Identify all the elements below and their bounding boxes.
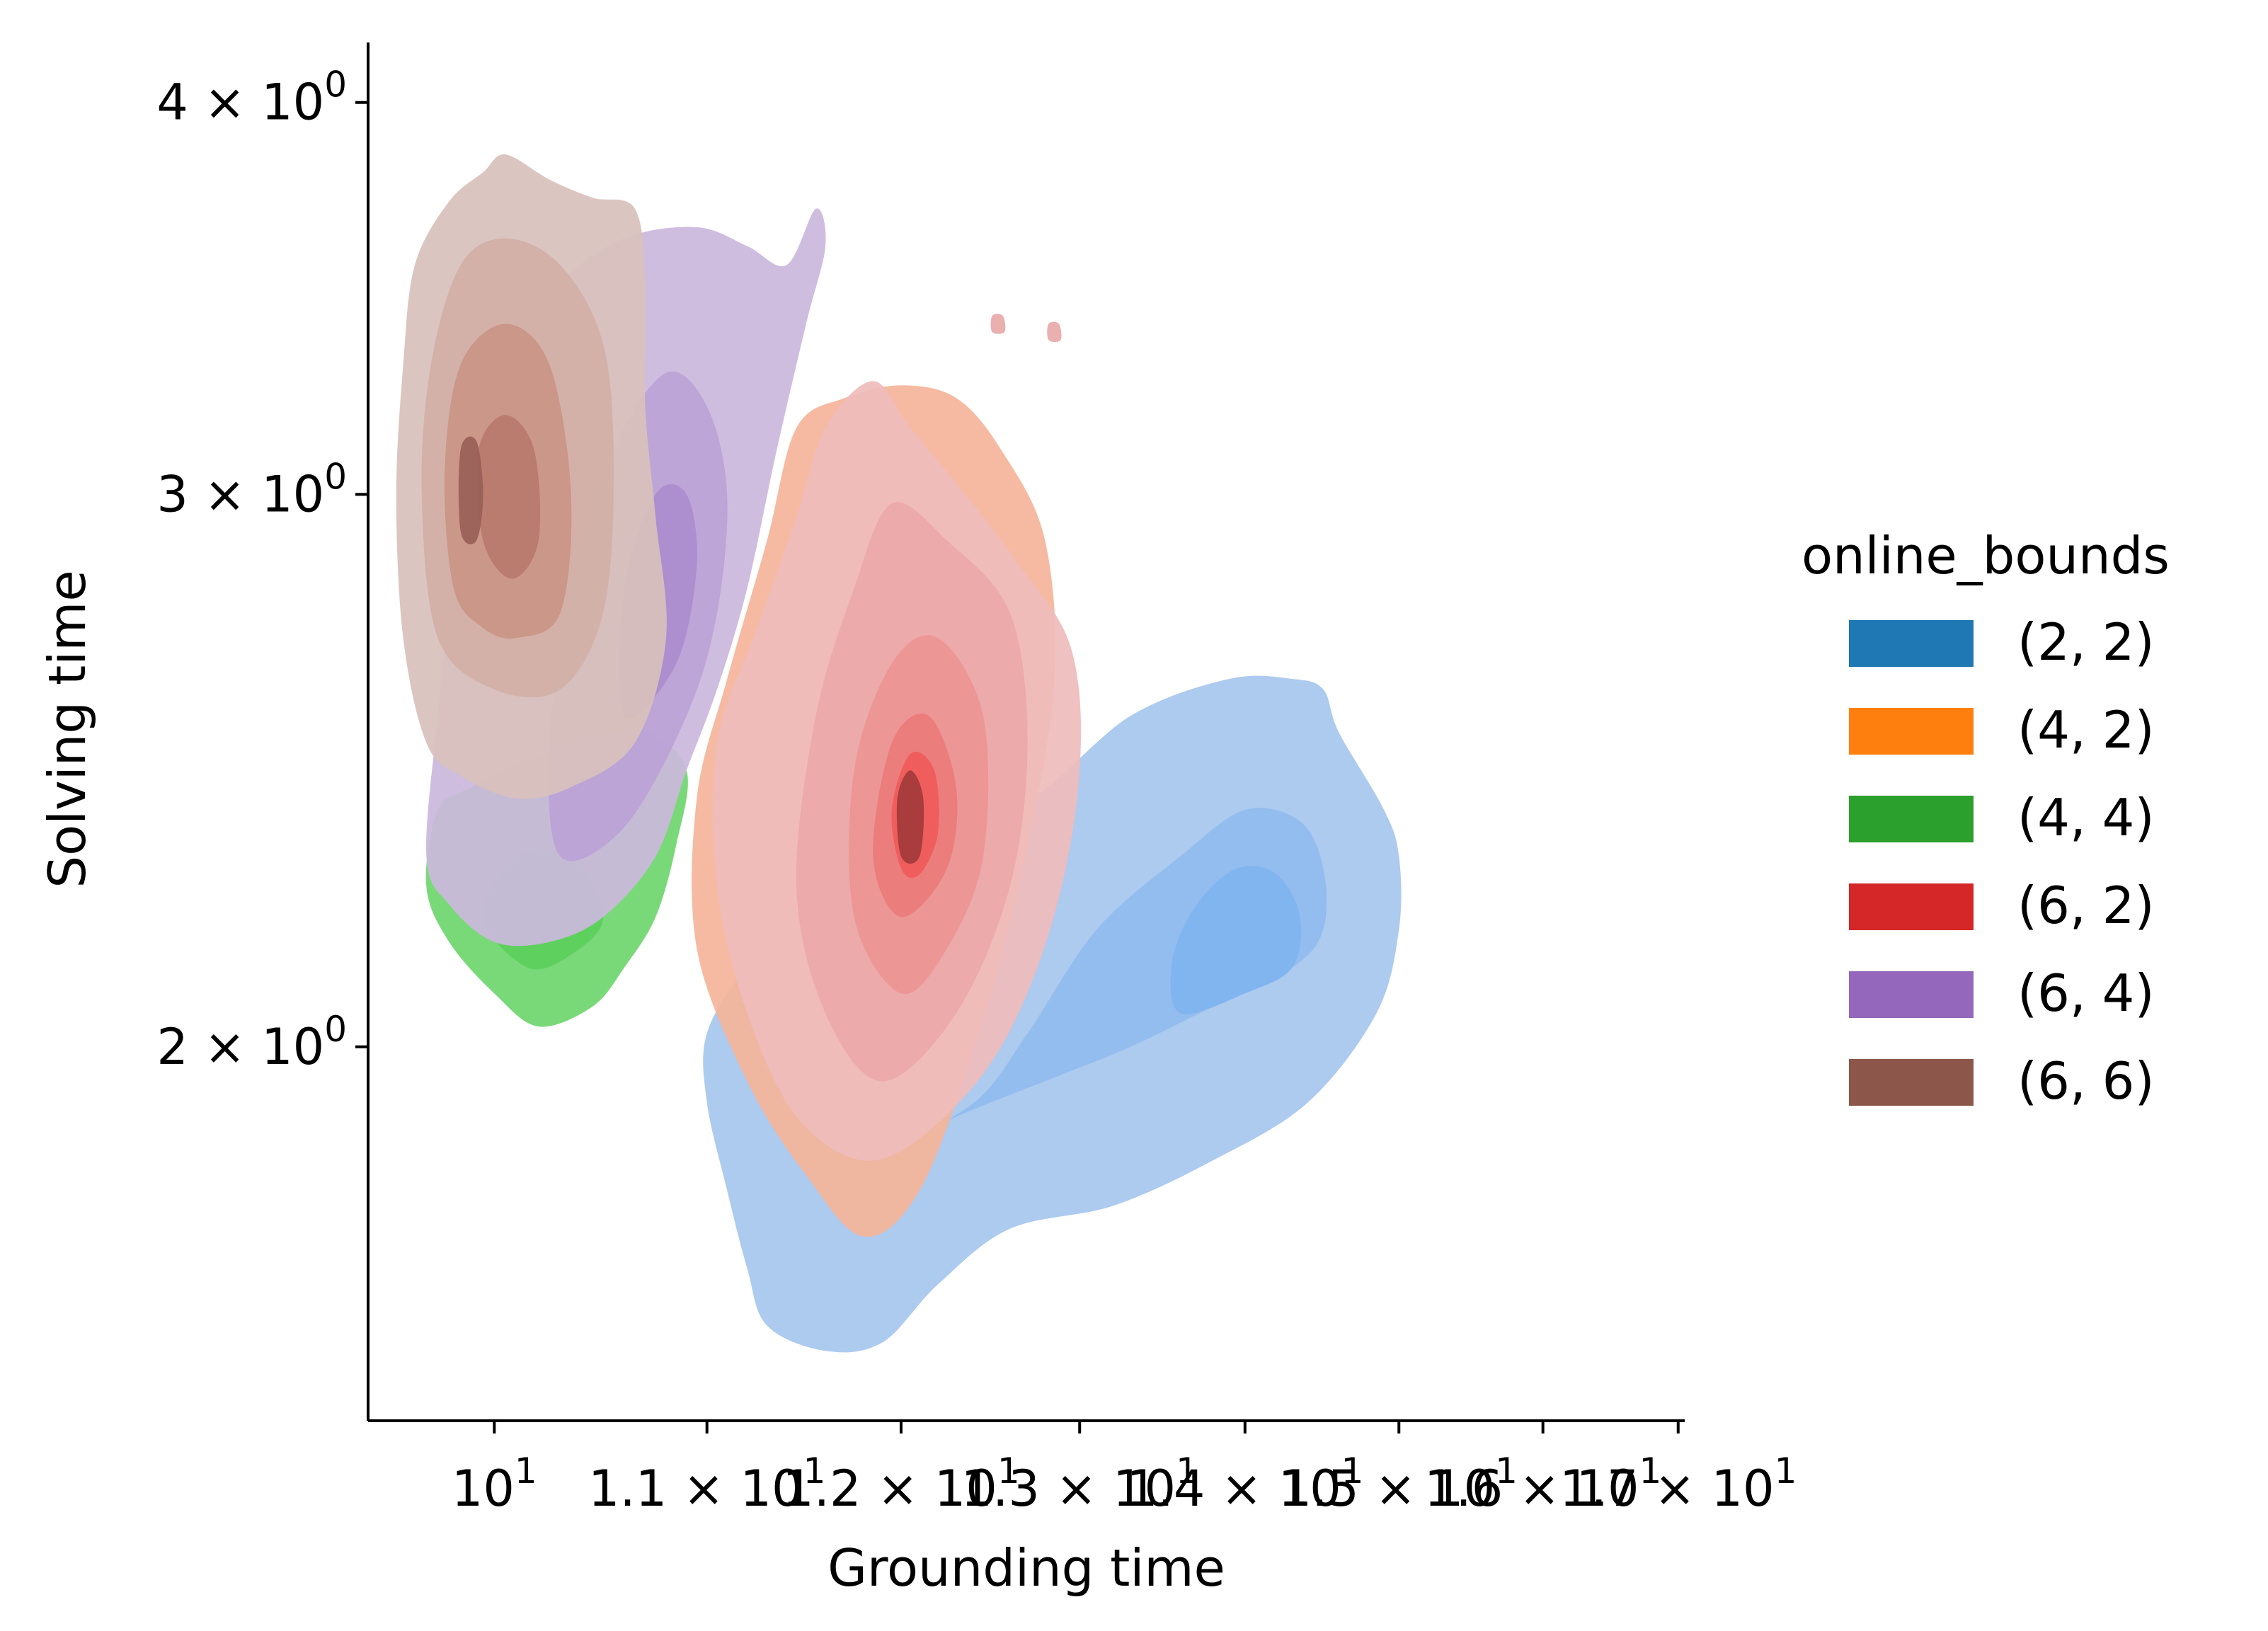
contour-band xyxy=(896,770,924,864)
x-tick-label: 1.6 × 101 xyxy=(1424,1450,1661,1518)
y-tick-group: 2 × 100 3 × 100 4 × 100 xyxy=(156,64,368,1076)
contour-band xyxy=(1170,866,1302,1014)
legend-label: (6, 6) xyxy=(2017,1051,2155,1111)
legend-swatch xyxy=(1849,708,1974,755)
legend-swatch xyxy=(1849,1059,1974,1106)
x-tick-label: 101 xyxy=(452,1450,537,1518)
legend-label: (4, 4) xyxy=(2017,788,2155,847)
y-tick-label: 3 × 100 xyxy=(156,456,347,523)
legend-label: (6, 4) xyxy=(2017,963,2155,1023)
y-axis-label: Solving time xyxy=(38,570,97,888)
contour-band xyxy=(458,436,483,544)
series-6-6 xyxy=(396,154,667,799)
x-tick-label: 1.5 × 101 xyxy=(1281,1450,1518,1518)
axes xyxy=(367,42,1685,1422)
contour-band xyxy=(1047,321,1062,343)
x-tick-label: 1.3 × 101 xyxy=(961,1450,1198,1518)
x-tick-label: 1.2 × 101 xyxy=(782,1450,1019,1518)
x-tick-label: 1.1 × 101 xyxy=(588,1450,825,1518)
legend-title: online_bounds xyxy=(1802,526,2170,585)
y-tick-label: 4 × 100 xyxy=(156,64,347,132)
contour-band xyxy=(990,314,1006,334)
legend-label: (4, 2) xyxy=(2017,700,2155,760)
legend-items: (2, 2) (4, 2) (4, 4) (6, 2) (6, 4) (6, 6) xyxy=(1849,612,2155,1111)
legend-swatch xyxy=(1849,796,1974,842)
contour-layer xyxy=(396,154,1402,1353)
legend-label: (2, 2) xyxy=(2017,612,2155,672)
legend-swatch xyxy=(1849,971,1974,1018)
x-axis-label: Grounding time xyxy=(827,1538,1225,1598)
legend-swatch xyxy=(1849,620,1974,667)
y-tick-label: 2 × 100 xyxy=(156,1009,347,1076)
x-tick-label: 1.7 × 101 xyxy=(1559,1450,1797,1518)
legend: online_bounds (2, 2) (4, 2) (4, 4) (6, 2) (6… xyxy=(1802,526,2170,1111)
series-6-2 xyxy=(712,314,1082,1161)
legend-swatch xyxy=(1849,883,1974,930)
contour-band xyxy=(476,415,541,579)
legend-label: (6, 2) xyxy=(2017,876,2155,935)
x-tick-label: 1.4 × 101 xyxy=(1126,1450,1363,1518)
